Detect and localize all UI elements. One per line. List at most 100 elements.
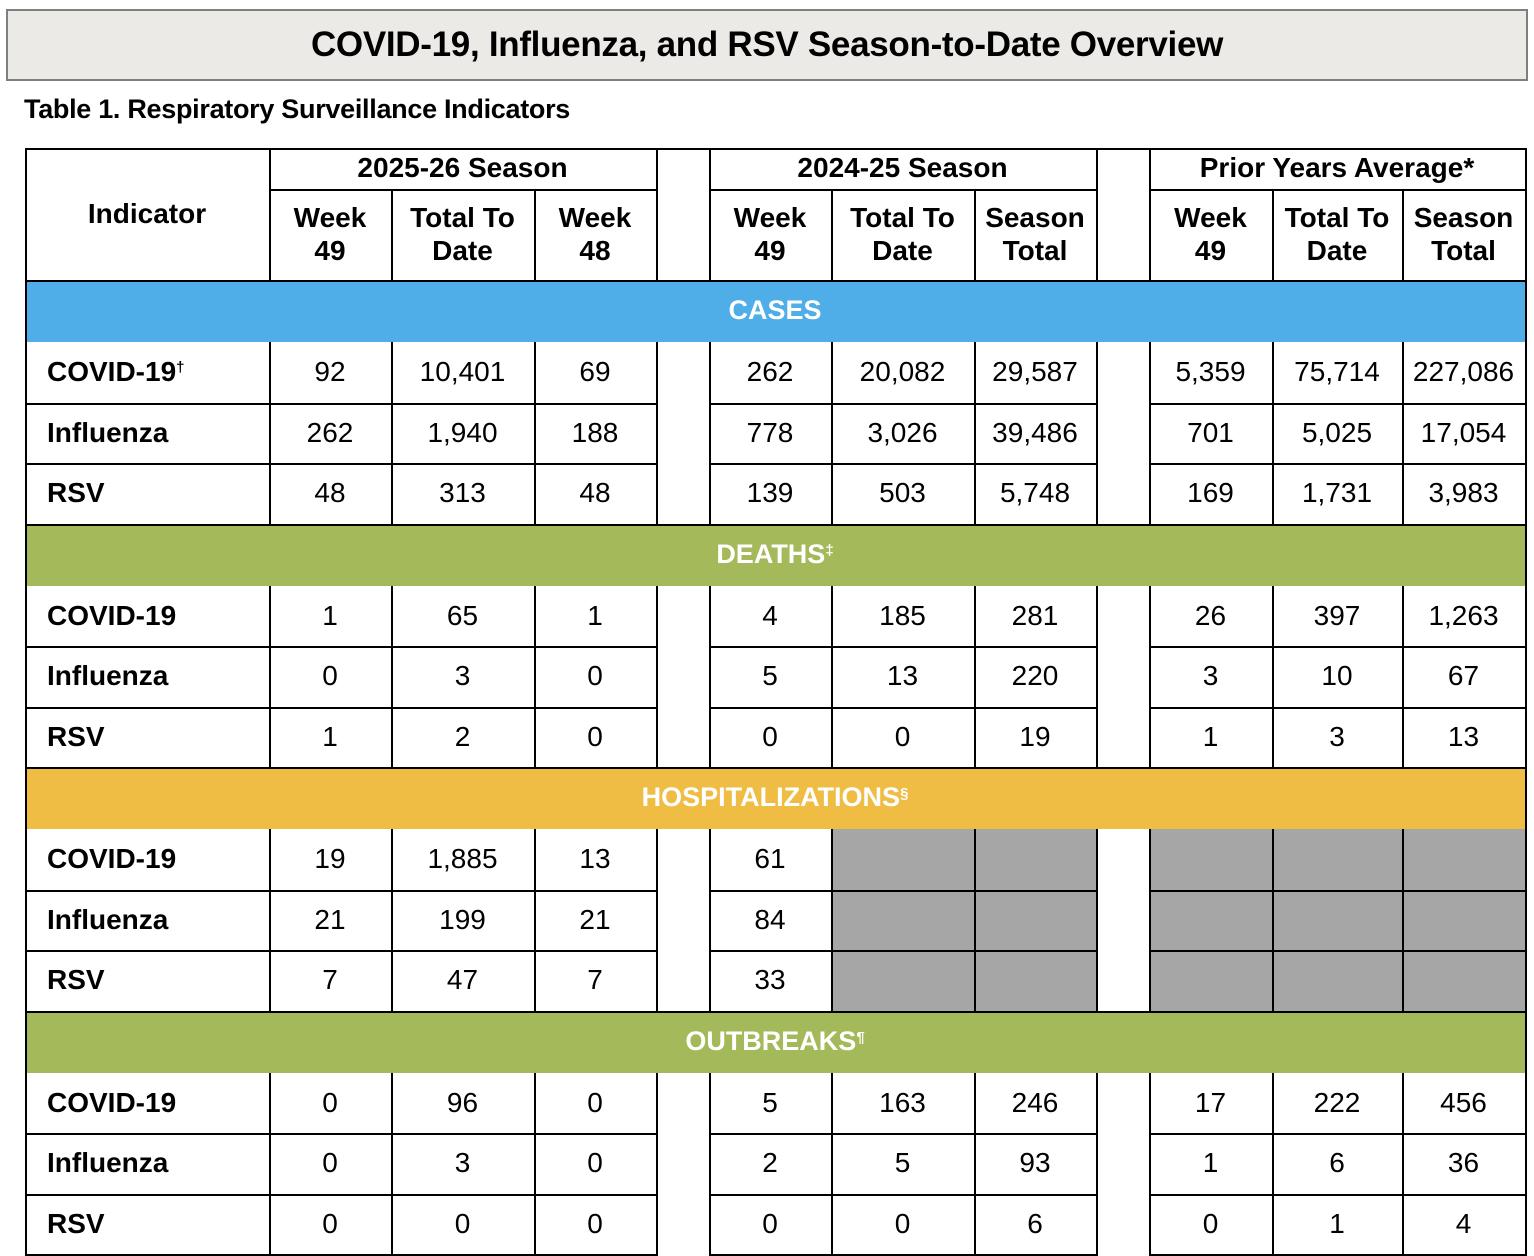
column-header: Total To Date	[831, 189, 974, 280]
row-label: RSV	[25, 950, 269, 1011]
value-cell: 199	[391, 889, 534, 950]
not-available-cell	[1272, 829, 1402, 890]
value-cell: 0	[269, 1133, 391, 1194]
grid-line	[1149, 148, 1151, 280]
value-cell: 1	[269, 706, 391, 767]
grid-line	[391, 1072, 393, 1254]
grid-line	[1096, 1072, 1098, 1254]
value-cell: 262	[709, 342, 831, 403]
grid-line	[656, 1072, 658, 1254]
value-cell: 7	[269, 950, 391, 1011]
value-cell: 0	[534, 1133, 656, 1194]
not-available-cell	[1402, 950, 1525, 1011]
grid-line	[391, 585, 393, 767]
column-header-line: Total To	[1284, 202, 1390, 234]
value-cell: 4	[709, 585, 831, 646]
value-cell: 5	[709, 1072, 831, 1133]
row-label-text: RSV	[47, 964, 105, 996]
row-label-text: Influenza	[47, 1147, 169, 1179]
value-cell: 1	[269, 585, 391, 646]
grid-line	[391, 342, 393, 524]
grid-line	[1272, 189, 1274, 280]
grid-line	[1149, 189, 1525, 191]
row-label: Influenza	[25, 646, 269, 707]
value-cell: 48	[534, 463, 656, 524]
column-header-line: 49	[1194, 234, 1227, 266]
page-title: COVID-19, Influenza, and RSV Season-to-D…	[6, 9, 1528, 81]
value-cell: 92	[269, 342, 391, 403]
value-cell: 5,025	[1272, 402, 1402, 463]
column-header-line: 49	[754, 234, 786, 266]
grid-line	[1272, 829, 1274, 1011]
not-available-cell	[974, 889, 1096, 950]
grid-line	[1402, 1072, 1404, 1254]
grid-line	[709, 1193, 1098, 1196]
value-cell: 220	[974, 646, 1096, 707]
grid-line	[709, 189, 1096, 191]
row-label: COVID-19	[25, 829, 269, 890]
column-header-line: Total	[1002, 234, 1068, 266]
value-cell: 17	[1149, 1072, 1272, 1133]
column-header-line: Date	[1306, 234, 1368, 266]
grid-line	[1272, 585, 1274, 767]
not-available-cell	[1272, 889, 1402, 950]
grid-line	[1149, 829, 1151, 1011]
value-cell: 13	[1402, 706, 1525, 767]
value-cell: 29,587	[974, 342, 1096, 403]
value-cell: 188	[534, 402, 656, 463]
grid-line	[25, 889, 658, 892]
not-available-cell	[1149, 950, 1272, 1011]
column-header: Week 48	[534, 189, 656, 280]
row-label: Influenza	[25, 889, 269, 950]
value-cell: 47	[391, 950, 534, 1011]
indicator-header: Indicator	[25, 148, 269, 280]
grid-line	[534, 189, 536, 280]
value-cell: 3	[391, 1133, 534, 1194]
value-cell: 5,748	[974, 463, 1096, 524]
grid-line	[534, 342, 536, 524]
column-header-line: Total	[1431, 234, 1496, 266]
grid-line	[709, 1072, 711, 1254]
grid-line	[25, 950, 658, 952]
value-cell: 75,714	[1272, 342, 1402, 403]
column-header-line: Total To	[410, 202, 515, 234]
section-header-hospitalizations: HOSPITALIZATIONS §	[25, 767, 1525, 829]
value-cell: 169	[1149, 463, 1272, 524]
row-label: RSV	[25, 463, 269, 524]
column-header-line: Total To	[850, 202, 955, 234]
grid-line	[1402, 189, 1404, 280]
column-header-line: Week	[1174, 202, 1247, 234]
value-cell: 67	[1402, 646, 1525, 707]
value-cell: 19	[269, 829, 391, 890]
grid-line	[831, 829, 833, 1011]
not-available-cell	[974, 829, 1096, 890]
row-label-text: COVID-19	[47, 356, 177, 388]
column-header: Total To Date	[1272, 189, 1402, 280]
grid-line	[709, 706, 1098, 709]
grid-line	[25, 1010, 658, 1013]
value-cell: 701	[1149, 402, 1272, 463]
grid-line	[1149, 889, 1527, 892]
value-cell: 61	[709, 829, 831, 890]
grid-line	[1272, 1072, 1274, 1254]
grid-line	[269, 342, 271, 524]
not-available-cell	[1402, 889, 1525, 950]
grid-line	[391, 189, 393, 280]
value-cell: 48	[269, 463, 391, 524]
row-label-text: COVID-19	[47, 599, 177, 631]
grid-line	[1149, 646, 1527, 648]
value-cell: 20,082	[831, 342, 974, 403]
value-cell: 1,940	[391, 402, 534, 463]
value-cell: 0	[269, 1193, 391, 1254]
grid-line	[1149, 1072, 1151, 1254]
value-cell: 397	[1272, 585, 1402, 646]
value-cell: 4	[1402, 1193, 1525, 1254]
grid-line	[1272, 342, 1274, 524]
grid-line	[974, 1072, 976, 1254]
grid-line	[709, 1133, 1098, 1135]
value-cell: 5,359	[1149, 342, 1272, 403]
value-cell: 21	[269, 889, 391, 950]
value-cell: 281	[974, 585, 1096, 646]
grid-line	[709, 402, 1098, 405]
